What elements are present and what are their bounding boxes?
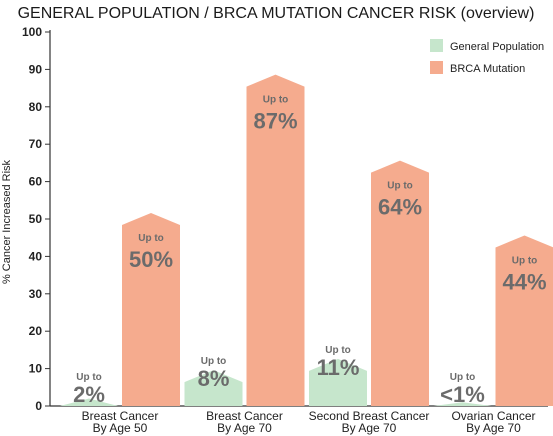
up-to-label: Up to (387, 181, 413, 192)
y-tick-label: 100 (22, 25, 42, 39)
x-tick-label: Breast Cancer (206, 409, 283, 423)
legend: General Population BRCA Mutation (430, 39, 544, 75)
percent-label: 64% (378, 195, 422, 220)
y-tick-label: 50 (29, 212, 43, 226)
percent-label: <1% (440, 382, 485, 407)
y-axis-label: % Cancer Increased Risk (1, 159, 13, 284)
up-to-label: Up to (512, 255, 538, 266)
y-tick-label: 0 (35, 399, 42, 413)
percent-label: 44% (502, 269, 546, 294)
brca-mutation-bar (122, 213, 180, 406)
y-tick-label: 60 (29, 175, 43, 189)
y-tick-label: 30 (29, 287, 43, 301)
brca-mutation-bar (371, 160, 429, 406)
percent-label: 11% (317, 355, 360, 380)
legend-label: General Population (450, 41, 544, 53)
x-tick-label: By Age 70 (466, 421, 521, 435)
percent-label: 87% (253, 109, 297, 134)
up-to-label: Up to (76, 372, 102, 383)
y-tick-label: 70 (29, 137, 43, 151)
legend-swatch (430, 39, 443, 52)
percent-label: 50% (129, 247, 173, 272)
up-to-label: Up to (201, 356, 227, 367)
y-tick-label: 10 (29, 362, 43, 376)
chart-title: GENERAL POPULATION / BRCA MUTATION CANCE… (18, 5, 535, 22)
brca-mutation-bar (495, 235, 553, 406)
general-population-bar (184, 370, 243, 406)
up-to-label: Up to (138, 233, 164, 244)
x-tick-label: By Age 50 (93, 421, 148, 435)
general-population-bar (309, 358, 367, 406)
up-to-label: Up to (263, 95, 289, 106)
general-population-bar (433, 402, 492, 406)
y-tick-label: 90 (29, 62, 43, 76)
legend-swatch (430, 61, 443, 74)
y-tick-label: 40 (29, 249, 43, 263)
percent-label: 2% (73, 382, 105, 407)
x-tick-label: By Age 70 (217, 421, 272, 435)
percent-label: 8% (198, 366, 230, 391)
brca-mutation-bar (246, 74, 305, 407)
x-tick-label: Second Breast Cancer (309, 409, 430, 423)
up-to-label: Up to (325, 345, 351, 356)
x-tick-label: By Age 70 (342, 421, 397, 435)
up-to-label: Up to (450, 372, 476, 383)
x-tick-label: Ovarian Cancer (451, 409, 535, 423)
x-tick-label: Breast Cancer (82, 409, 159, 423)
general-population-bar (60, 398, 118, 406)
y-tick-label: 20 (29, 324, 43, 338)
legend-label: BRCA Mutation (450, 63, 525, 75)
y-tick-label: 80 (29, 100, 43, 114)
